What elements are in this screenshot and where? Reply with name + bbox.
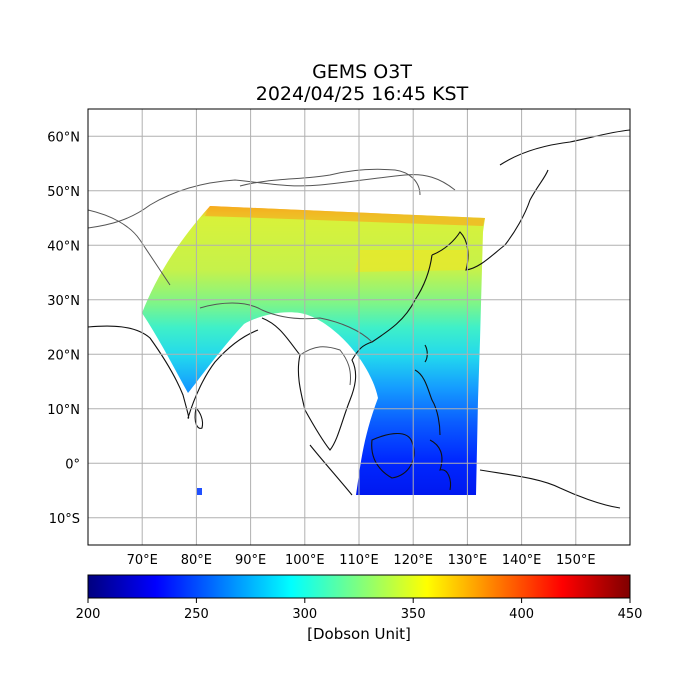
indochina-coast [261,254,433,451]
new-guinea [479,469,621,509]
swath-region [142,206,485,495]
lat-tick-label: 30°N [47,294,80,309]
lat-tick-label: 50°N [47,185,80,200]
lon-tick-label: 130°E [448,553,488,568]
lon-tick-label: 100°E [285,553,325,568]
lon-tick-label: 120°E [393,553,433,568]
colorbar-tick-label: 450 [618,607,643,622]
swath-moderate-band [355,250,470,272]
china-north-border [88,174,456,229]
lon-tick-label: 110°E [339,553,379,568]
colorbar-tick-label: 400 [509,607,534,622]
sri-lanka [194,406,204,429]
lat-tick-label: 10°N [47,403,80,418]
colorbar-tick-label: 250 [184,607,209,622]
map-timestamp: 2024/04/25 16:45 KST [255,83,469,105]
map-frame [87,108,631,546]
china-south-border [199,302,373,343]
korea-japan-coast [431,169,549,271]
lon-tick-label: 140°E [502,553,542,568]
colorbar-unit-label: [Dobson Unit] [307,625,411,643]
swath-high-band [205,206,485,226]
country-borders [88,168,456,386]
colorbar-tick-label: 350 [401,607,426,622]
longitude-labels: 70°E 80°E 90°E 100°E 110°E 120°E 130°E 140°E 150… [127,553,596,568]
colorbar-ticks: 200 250 300 350 400 450 [76,598,643,622]
lat-tick-label: 60°N [47,130,80,145]
latitude-labels: 60°N 50°N 40°N 30°N 20°N 10°N 0° 10°S [47,130,80,527]
lon-tick-label: 150°E [556,553,596,568]
gridlines [88,109,630,545]
lon-tick-label: 90°E [235,553,266,568]
central-asia-borders [88,209,171,286]
outlier-pixel [197,488,202,495]
map-title: GEMS O3T [312,61,412,83]
sumatra [309,444,353,496]
lat-tick-label: 20°N [47,348,80,363]
russia-coast [499,129,630,166]
lon-tick-label: 70°E [127,553,158,568]
ozone-swath [142,206,485,495]
colorbar-tick-label: 300 [292,607,317,622]
mongolia-border [239,168,421,196]
lat-tick-label: 0° [65,457,80,472]
colorbar-tick-label: 200 [76,607,101,622]
sulawesi [429,439,452,491]
lat-tick-label: 10°S [49,512,80,527]
colorbar [87,574,631,599]
lon-tick-label: 80°E [181,553,212,568]
mainland-se-asia-borders [299,346,351,386]
philippines [414,369,441,436]
lat-tick-label: 40°N [47,239,80,254]
